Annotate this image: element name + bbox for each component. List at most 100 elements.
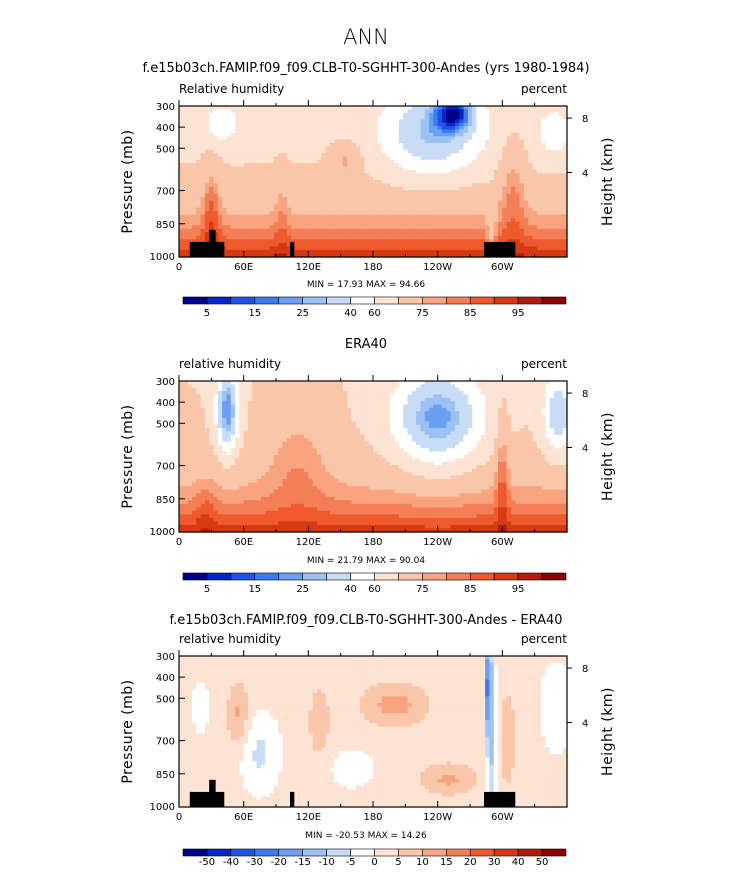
field-cell bbox=[545, 190, 551, 195]
field-cell bbox=[515, 242, 521, 248]
field-cell bbox=[200, 221, 206, 226]
field-cell bbox=[498, 136, 503, 141]
field-cell bbox=[325, 387, 331, 392]
field-cell bbox=[407, 106, 413, 110]
field-cell bbox=[454, 153, 460, 158]
field-cell bbox=[286, 397, 292, 402]
field-cell bbox=[347, 119, 353, 124]
field-cell bbox=[476, 235, 482, 240]
field-cell bbox=[424, 153, 430, 158]
field-cell bbox=[536, 186, 542, 191]
field-cell bbox=[480, 163, 486, 168]
field-cell bbox=[325, 143, 331, 147]
field-cell bbox=[286, 221, 292, 226]
field-cell bbox=[541, 122, 547, 127]
field-cell bbox=[334, 221, 340, 226]
field-cell bbox=[334, 106, 340, 110]
field-cell bbox=[273, 384, 279, 389]
field-cell bbox=[450, 163, 456, 168]
field-cell bbox=[472, 387, 478, 392]
field-cell bbox=[485, 139, 490, 144]
field-cell bbox=[398, 176, 404, 181]
field-cell bbox=[459, 186, 465, 191]
field-cell bbox=[416, 207, 422, 212]
field-cell bbox=[243, 239, 249, 244]
field-cell bbox=[273, 414, 279, 419]
field-cell bbox=[506, 169, 512, 174]
field-cell bbox=[308, 253, 314, 258]
field-cell bbox=[385, 235, 391, 240]
field-cell bbox=[355, 119, 361, 124]
field-cell bbox=[373, 249, 378, 255]
field-cell bbox=[364, 246, 370, 251]
field-cell bbox=[217, 397, 223, 402]
field-cell bbox=[373, 414, 378, 419]
field-cell bbox=[334, 218, 340, 223]
field-cell bbox=[286, 186, 292, 191]
field-cell bbox=[394, 207, 400, 212]
field-cell bbox=[269, 186, 275, 191]
field-cell bbox=[472, 173, 478, 178]
field-cell bbox=[273, 139, 279, 144]
field-cell bbox=[394, 169, 400, 174]
field-cell bbox=[472, 166, 478, 171]
field-cell bbox=[485, 109, 490, 114]
field-cell bbox=[269, 249, 275, 255]
field-cell bbox=[239, 394, 245, 399]
field-cell bbox=[179, 163, 184, 168]
field-cell bbox=[506, 159, 512, 164]
field-cell bbox=[217, 391, 223, 396]
field-cell bbox=[390, 116, 396, 121]
field-cell bbox=[368, 163, 374, 168]
field-cell bbox=[528, 156, 534, 161]
field-cell bbox=[226, 211, 232, 216]
field-cell bbox=[351, 253, 357, 258]
field-cell bbox=[411, 139, 417, 144]
field-cell bbox=[200, 200, 206, 205]
field-cell bbox=[394, 186, 400, 191]
field-cell bbox=[536, 173, 542, 178]
field-cell bbox=[407, 221, 413, 226]
field-cell bbox=[252, 401, 258, 406]
field-cell bbox=[377, 136, 383, 141]
field-cell bbox=[312, 397, 318, 402]
field-cell bbox=[545, 235, 551, 240]
field-cell bbox=[390, 381, 396, 385]
field-cell bbox=[265, 190, 271, 195]
field-cell bbox=[299, 173, 305, 178]
field-cell bbox=[510, 193, 516, 198]
field-cell bbox=[299, 253, 305, 258]
field-cell bbox=[381, 166, 387, 171]
field-cell bbox=[373, 193, 378, 198]
field-cell bbox=[480, 207, 486, 212]
field-cell bbox=[403, 169, 409, 174]
field-cell bbox=[308, 146, 314, 151]
field-cell bbox=[515, 112, 521, 117]
field-cell bbox=[554, 225, 559, 230]
field-cell bbox=[506, 204, 512, 209]
field-cell bbox=[528, 397, 534, 402]
field-cell bbox=[545, 126, 551, 131]
field-cell bbox=[299, 197, 305, 202]
field-cell bbox=[411, 394, 417, 399]
field-cell bbox=[515, 139, 521, 144]
field-cell bbox=[558, 204, 564, 209]
field-cell bbox=[321, 401, 327, 406]
field-cell bbox=[295, 163, 301, 168]
field-cell bbox=[226, 119, 232, 124]
field-cell bbox=[329, 391, 335, 396]
field-cell bbox=[532, 153, 538, 158]
field-cell bbox=[502, 193, 508, 198]
field-cell bbox=[235, 173, 240, 178]
field-cell bbox=[480, 381, 486, 385]
field-cell bbox=[398, 193, 404, 198]
field-cell bbox=[377, 112, 383, 117]
field-cell bbox=[558, 200, 564, 205]
field-cell bbox=[360, 391, 365, 396]
field-cell bbox=[308, 394, 314, 399]
field-cell bbox=[351, 384, 357, 389]
field-cell bbox=[437, 253, 443, 258]
field-cell bbox=[433, 207, 439, 212]
field-cell bbox=[476, 149, 482, 154]
field-cell bbox=[454, 197, 460, 202]
